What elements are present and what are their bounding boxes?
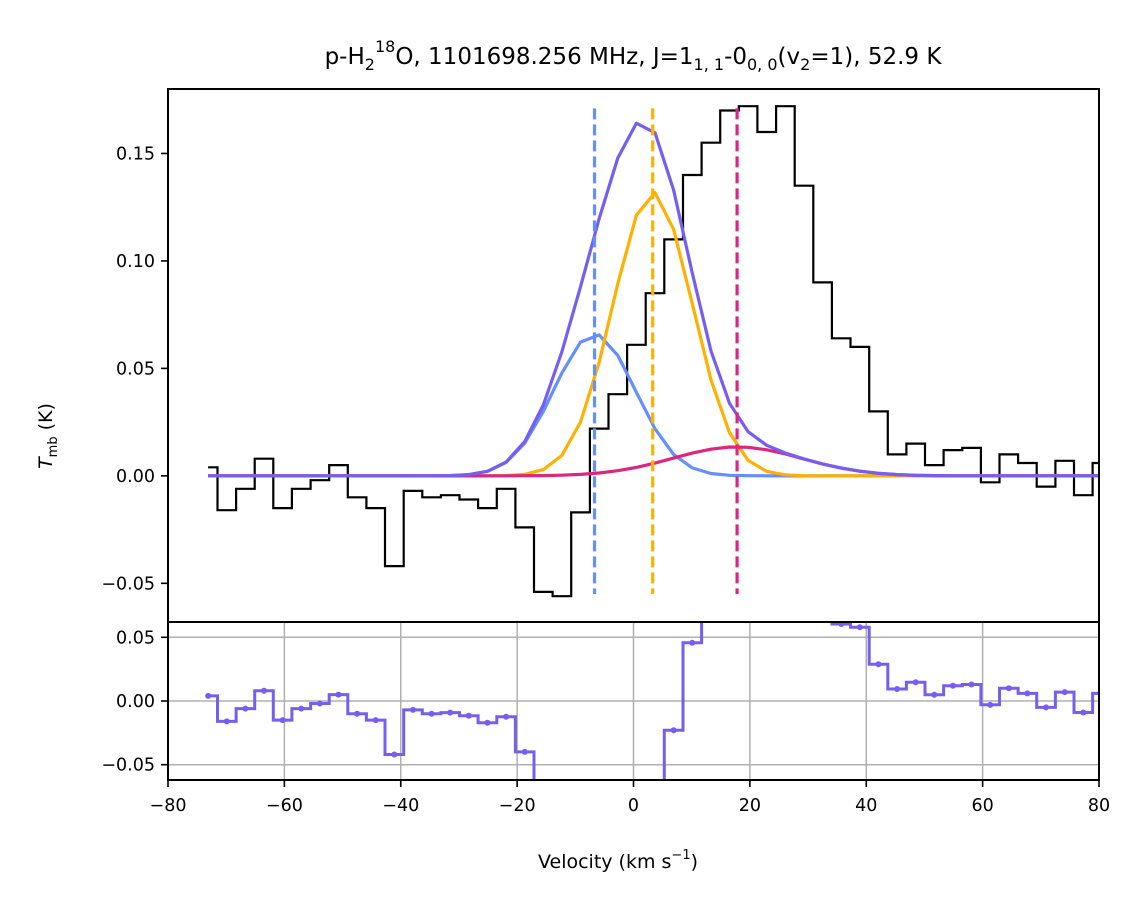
residual-point [261, 687, 268, 694]
top-y-tick-label: 0.10 [116, 252, 155, 272]
residual-point [372, 717, 379, 724]
bottom-y-tick-label: 0.00 [116, 692, 155, 712]
top-y-tick-label: −0.05 [101, 574, 155, 594]
residual-point [912, 679, 919, 686]
residual-point [968, 681, 975, 688]
top-y-tick-label: 0.05 [116, 359, 155, 379]
residual-point [764, 512, 770, 518]
residual-point [484, 719, 491, 726]
residual-point [652, 793, 658, 799]
residual-point [949, 682, 956, 689]
x-tick-label: −60 [266, 796, 303, 816]
residual-point [1080, 709, 1087, 716]
residual-point [1024, 690, 1031, 697]
residual-point [875, 661, 882, 668]
residual-point [205, 692, 212, 699]
residual-point [578, 832, 584, 838]
top-panel-frame [167, 88, 1100, 623]
x-tick-label: 80 [1088, 796, 1110, 816]
y-axis-label: Tmb (K) [35, 403, 61, 469]
x-axis-label: Velocity (km s−1) [538, 848, 698, 873]
residual-point [633, 829, 639, 835]
residual-line [208, 622, 1099, 780]
residual-point [354, 710, 361, 717]
chart-title: p-H218O, 1101698.256 MHz, J=11, 1-00, 0(… [325, 37, 943, 74]
bottom-y-tick-label: −0.05 [101, 756, 155, 776]
residual-point [670, 727, 677, 734]
residual-point [279, 717, 286, 724]
residual-point [242, 705, 249, 712]
residual-point [559, 843, 565, 849]
bottom-y-tick-label: 0.05 [116, 628, 155, 648]
x-tick-label: 0 [628, 796, 639, 816]
x-tick-label: −20 [499, 796, 536, 816]
residual-point [856, 624, 863, 631]
top-y-tick-label: 0.00 [116, 467, 155, 487]
residual-point [391, 751, 398, 758]
residual-point [820, 590, 826, 596]
top-y-tick-label: 0.15 [116, 144, 155, 164]
residual-point [782, 492, 788, 498]
residual-point [409, 706, 416, 713]
residual-point [447, 709, 454, 716]
residual-point [335, 691, 342, 698]
residual-point [987, 701, 994, 708]
residual-point [521, 748, 528, 755]
residual-point [1043, 704, 1050, 711]
residual-point [540, 809, 546, 815]
x-tick-label: 60 [971, 796, 993, 816]
residual-point [838, 622, 845, 628]
residual-point [801, 536, 807, 542]
residual-point [894, 686, 901, 693]
observed-spectrum [208, 105, 1099, 598]
component-2-curve [208, 191, 1099, 478]
residual-point [428, 710, 435, 717]
residual-point [316, 700, 323, 707]
residual-point [615, 838, 621, 844]
residual-point [596, 823, 602, 829]
residual-point [503, 713, 510, 720]
residual-point [745, 505, 751, 511]
residual-point [1061, 689, 1068, 696]
residual-point [298, 705, 305, 712]
residual-panel: −0.05 0.00 0.05 −80 −60 −40 −20 0 20 40 60 80 [101, 492, 1142, 849]
residual-point [689, 639, 696, 646]
residual-point [1005, 685, 1012, 692]
x-tick-label: 40 [855, 796, 877, 816]
residual-point [727, 524, 733, 530]
residual-point [931, 691, 938, 698]
x-tick-label: 20 [739, 796, 761, 816]
x-tick-label: −80 [150, 796, 187, 816]
spectrum-panel: −0.05 0.00 0.05 0.10 0.15 [101, 88, 1100, 623]
total-fit-curve [208, 121, 1099, 478]
residual-point [1136, 694, 1142, 700]
residual-point [1118, 713, 1124, 719]
residual-point [708, 575, 714, 581]
x-tick-label: −40 [382, 796, 419, 816]
residual-point [465, 712, 472, 719]
residual-point [223, 718, 230, 725]
